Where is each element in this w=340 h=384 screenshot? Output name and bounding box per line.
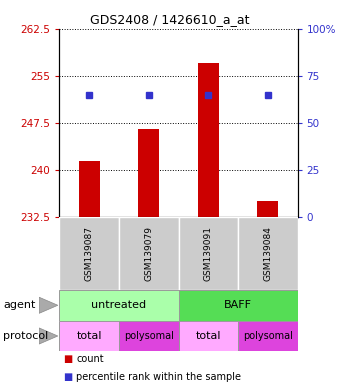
Bar (198, 63, 219, 217)
Bar (238, 217, 298, 290)
Bar (119, 321, 178, 351)
Text: GSM139079: GSM139079 (144, 226, 153, 281)
Text: ■: ■ (63, 372, 72, 382)
Polygon shape (39, 328, 58, 344)
Text: ■: ■ (63, 354, 72, 364)
Bar (257, 201, 278, 217)
Text: protocol: protocol (3, 331, 49, 341)
Text: GSM139084: GSM139084 (263, 226, 272, 281)
Text: total: total (76, 331, 102, 341)
Bar (79, 161, 100, 217)
Bar (238, 321, 298, 351)
Text: count: count (76, 354, 104, 364)
Text: GSM139091: GSM139091 (204, 226, 213, 281)
Polygon shape (39, 297, 58, 313)
Text: GSM139087: GSM139087 (85, 226, 94, 281)
Bar (178, 321, 238, 351)
Text: polysomal: polysomal (124, 331, 174, 341)
Text: polysomal: polysomal (243, 331, 293, 341)
Bar (59, 217, 119, 290)
Text: GDS2408 / 1426610_a_at: GDS2408 / 1426610_a_at (90, 13, 250, 26)
Bar (59, 290, 178, 321)
Text: percentile rank within the sample: percentile rank within the sample (76, 372, 241, 382)
Text: agent: agent (3, 300, 36, 310)
Bar (178, 217, 238, 290)
Bar (119, 217, 178, 290)
Text: BAFF: BAFF (224, 300, 252, 310)
Bar (178, 290, 298, 321)
Bar (138, 129, 159, 217)
Text: total: total (195, 331, 221, 341)
Bar (59, 321, 119, 351)
Text: untreated: untreated (91, 300, 147, 310)
